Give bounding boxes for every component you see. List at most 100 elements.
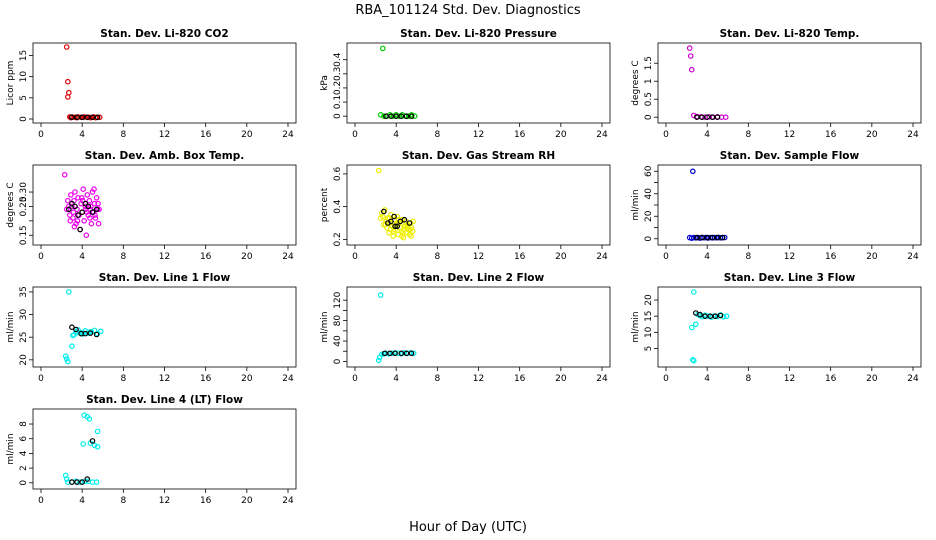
panel-title: Stan. Dev. Amb. Box Temp. bbox=[85, 150, 244, 162]
data-point bbox=[688, 324, 695, 331]
x-tick-label: 20 bbox=[866, 130, 878, 140]
x-tick-label: 8 bbox=[434, 130, 440, 140]
data-point bbox=[377, 292, 384, 298]
data-point bbox=[717, 312, 724, 319]
data-point bbox=[86, 114, 93, 121]
x-tick-label: 8 bbox=[434, 252, 440, 262]
data-point bbox=[67, 212, 73, 218]
data-point bbox=[84, 192, 91, 198]
data-point bbox=[722, 114, 729, 121]
x-tick-label: 12 bbox=[159, 252, 170, 262]
data-point bbox=[74, 114, 80, 121]
data-point bbox=[93, 206, 100, 213]
x-tick-label: 4 bbox=[79, 374, 85, 384]
data-point bbox=[388, 218, 394, 225]
data-point bbox=[95, 220, 102, 227]
y-tick-label: 0.15 bbox=[19, 225, 29, 245]
x-tick-label: 20 bbox=[241, 374, 253, 384]
x-tick-label: 20 bbox=[866, 252, 878, 262]
x-tick-label: 8 bbox=[745, 130, 751, 140]
data-point bbox=[689, 356, 696, 363]
y-axis-label: ml/min bbox=[631, 311, 641, 342]
data-point bbox=[65, 358, 71, 365]
x-tick-label: 12 bbox=[159, 374, 170, 384]
data-point bbox=[69, 324, 75, 331]
data-point bbox=[723, 313, 730, 320]
data-point bbox=[403, 223, 409, 230]
data-point bbox=[93, 195, 100, 201]
data-point bbox=[88, 203, 94, 210]
data-point bbox=[709, 234, 716, 241]
y-axis-label: Licor ppm bbox=[6, 61, 16, 106]
data-point bbox=[69, 200, 75, 207]
data-point bbox=[82, 200, 89, 207]
data-point bbox=[82, 203, 89, 210]
plot-frame bbox=[346, 42, 611, 124]
data-point bbox=[63, 356, 70, 362]
plot-frame bbox=[657, 286, 922, 368]
x-tick-label: 8 bbox=[120, 496, 126, 506]
data-point bbox=[66, 289, 72, 295]
data-point bbox=[704, 234, 711, 241]
data-point bbox=[403, 350, 410, 357]
x-tick-label: 12 bbox=[159, 496, 170, 506]
data-point bbox=[69, 203, 75, 210]
data-point bbox=[396, 113, 403, 120]
y-tick-label: 0.2 bbox=[333, 81, 343, 95]
x-tick-label: 0 bbox=[38, 496, 44, 506]
data-point bbox=[84, 114, 91, 121]
data-point bbox=[66, 203, 72, 210]
x-tick-label: 12 bbox=[473, 130, 484, 140]
x-tick-label: 24 bbox=[907, 252, 919, 262]
panel-title: Stan. Dev. Li-820 Pressure bbox=[400, 28, 557, 40]
x-tick-label: 0 bbox=[38, 374, 44, 384]
data-point bbox=[85, 203, 92, 210]
data-point bbox=[83, 232, 90, 239]
x-tick-label: 16 bbox=[200, 130, 212, 140]
series-hourly bbox=[69, 438, 96, 485]
panel-title: Stan. Dev. Line 4 (LT) Flow bbox=[86, 394, 243, 406]
data-point bbox=[379, 45, 386, 52]
x-tick-label: 20 bbox=[241, 130, 253, 140]
data-point bbox=[688, 66, 695, 73]
x-tick-label: 8 bbox=[120, 130, 126, 140]
x-tick-label: 4 bbox=[79, 252, 85, 262]
data-point bbox=[390, 228, 397, 235]
data-point bbox=[66, 206, 72, 213]
data-point bbox=[97, 328, 104, 335]
x-tick-label: 4 bbox=[704, 130, 710, 140]
plot-frame bbox=[657, 164, 922, 246]
panel-8: Stan. Dev. Line 2 Flow 0 4 8 12 16 20 24 0 40 80 12… bbox=[320, 272, 611, 384]
data-point bbox=[408, 350, 415, 357]
x-tick-label: 24 bbox=[596, 252, 608, 262]
panel-title: Stan. Dev. Sample Flow bbox=[720, 150, 860, 162]
data-point bbox=[63, 44, 70, 50]
data-point bbox=[65, 197, 71, 204]
x-tick-label: 16 bbox=[200, 496, 212, 506]
x-tick-label: 24 bbox=[282, 374, 294, 384]
data-point bbox=[65, 78, 71, 85]
x-tick-label: 24 bbox=[282, 252, 294, 262]
data-point bbox=[390, 113, 396, 120]
data-point bbox=[401, 216, 408, 223]
series-hourly bbox=[692, 310, 724, 320]
y-tick-label: 10 bbox=[644, 326, 654, 338]
series-hourly bbox=[66, 200, 100, 233]
series-samples bbox=[63, 44, 103, 121]
x-tick-label: 4 bbox=[704, 252, 710, 262]
series-samples bbox=[375, 167, 416, 241]
series-hourly bbox=[694, 114, 721, 121]
data-point bbox=[65, 94, 71, 100]
data-point bbox=[71, 223, 78, 230]
panel-title: Stan. Dev. Line 2 Flow bbox=[413, 272, 545, 284]
x-tick-label: 8 bbox=[120, 374, 126, 384]
data-point bbox=[705, 313, 712, 320]
data-point bbox=[699, 114, 705, 121]
data-point bbox=[403, 113, 410, 120]
data-point bbox=[398, 233, 405, 239]
x-tick-label: 20 bbox=[555, 130, 567, 140]
data-point bbox=[699, 234, 705, 241]
data-point bbox=[74, 479, 80, 485]
series-hourly bbox=[69, 324, 100, 338]
